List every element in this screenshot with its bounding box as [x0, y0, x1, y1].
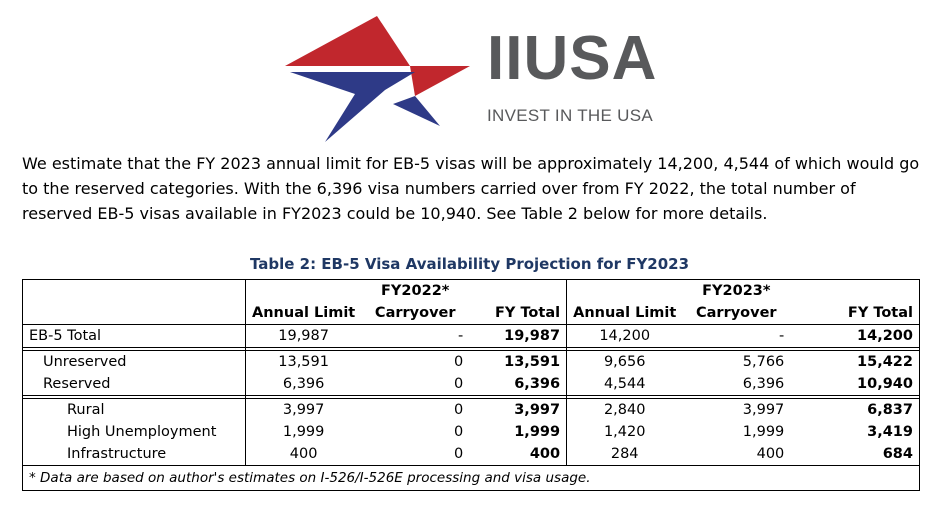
star-icon	[285, 16, 470, 142]
table-row: EB-5 Total 19,987 - 19,987 14,200 - 14,2…	[21, 324, 921, 348]
group-header-fy2022: FY2022*	[361, 279, 470, 302]
row-label: Unreserved	[21, 350, 247, 373]
brand-tagline: INVEST IN THE USA	[487, 106, 654, 125]
table-row: Infrastructure 400 0 400 284 400 684	[21, 443, 921, 466]
col-fy-total-2022: FY Total	[469, 302, 568, 325]
brand-name: IIUSA	[487, 24, 658, 93]
col-carryover-2022: Carryover	[361, 302, 470, 325]
group-header-row: FY2022* FY2023*	[21, 279, 921, 302]
table-row: Reserved 6,396 0 6,396 4,544 6,396 10,94…	[21, 373, 921, 396]
col-annual-limit-2022: Annual Limit	[245, 302, 362, 325]
row-label: EB-5 Total	[21, 324, 247, 348]
table-footnote: * Data are based on author's estimates o…	[22, 465, 920, 491]
row-label: Rural	[21, 398, 247, 421]
col-fy-total-2023: FY Total	[790, 302, 921, 325]
row-label: Reserved	[21, 373, 247, 396]
row-label: Infrastructure	[21, 443, 247, 466]
iiusa-logo: IIUSA INVEST IN THE USA	[265, 14, 665, 142]
table-row: Unreserved 13,591 0 13,591 9,656 5,766 1…	[21, 350, 921, 373]
col-annual-limit-2023: Annual Limit	[566, 302, 683, 325]
visa-projection-table: FY2022* FY2023* Annual Limit Carryover F…	[21, 279, 921, 491]
intro-paragraph: We estimate that the FY 2023 annual limi…	[22, 154, 920, 223]
row-label: High Unemployment	[21, 421, 247, 443]
footnote-row: * Data are based on author's estimates o…	[22, 465, 920, 491]
col-carryover-2023: Carryover	[682, 302, 791, 325]
table-title: Table 2: EB-5 Visa Availability Projecti…	[249, 255, 690, 273]
table-row: High Unemployment 1,999 0 1,999 1,420 1,…	[21, 421, 921, 443]
column-header-row: Annual Limit Carryover FY Total Annual L…	[21, 302, 921, 325]
table-row: Rural 3,997 0 3,997 2,840 3,997 6,837	[21, 398, 921, 421]
group-header-fy2023: FY2023*	[682, 279, 791, 302]
